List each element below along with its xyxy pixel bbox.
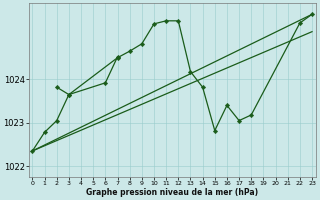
X-axis label: Graphe pression niveau de la mer (hPa): Graphe pression niveau de la mer (hPa) — [86, 188, 258, 197]
